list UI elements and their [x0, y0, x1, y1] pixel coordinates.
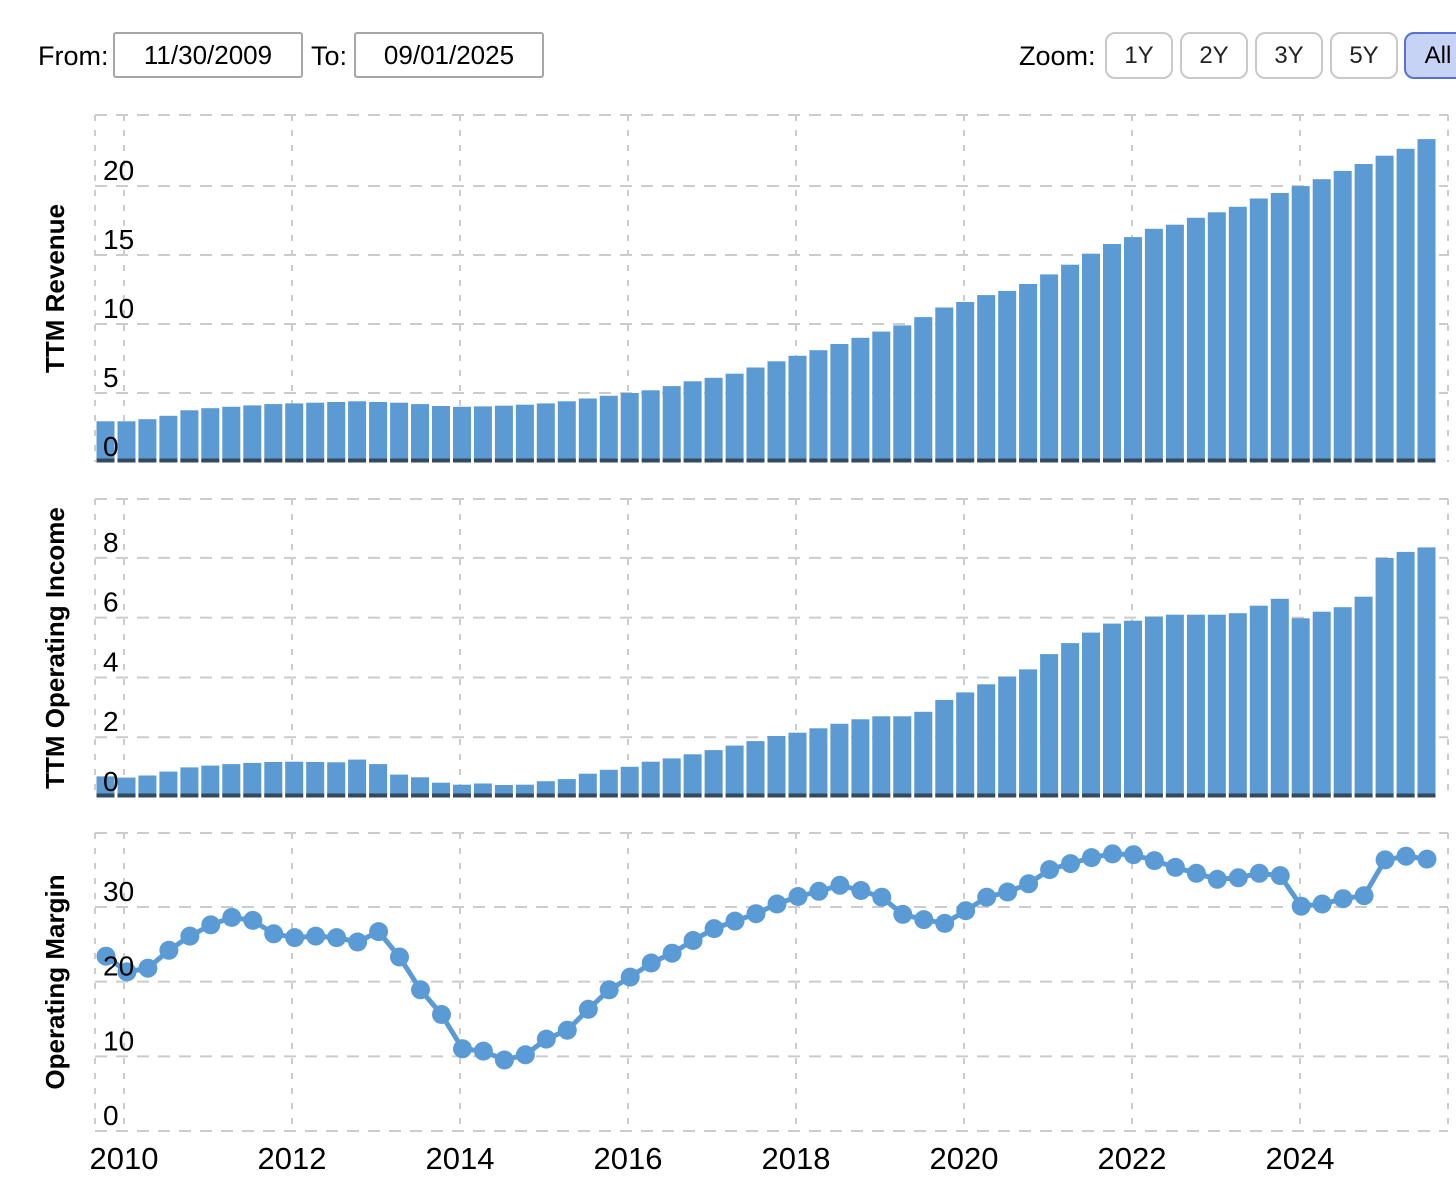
svg-text:10: 10 [103, 1025, 134, 1056]
operating-margin-chart[interactable]: 0 10 20 30 Operating Margin [40, 832, 1449, 1132]
svg-text:2020: 2020 [930, 1141, 999, 1176]
operating-margin-markers [96, 844, 1437, 1070]
ttm-operating-income-axis-title: TTM Operating Income [40, 507, 70, 789]
svg-text:10: 10 [103, 293, 134, 324]
from-date-input[interactable] [113, 32, 303, 78]
svg-text:15: 15 [103, 224, 134, 255]
operating-margin-vertical-gridlines [94, 833, 1449, 1131]
operating-margin-line [104, 851, 1428, 1063]
operating-margin-axis-title: Operating Margin [40, 874, 70, 1089]
svg-text:6: 6 [103, 587, 119, 618]
to-label: To: [311, 41, 348, 71]
svg-text:8: 8 [103, 527, 119, 558]
svg-text:5: 5 [103, 362, 119, 393]
svg-text:0: 0 [103, 431, 119, 462]
ttm-operating-income-vertical-gridlines [94, 499, 1449, 797]
svg-text:2018: 2018 [762, 1141, 831, 1176]
toolbar: From: To: Zoom: 1Y 2Y 3Y 5Y All [0, 0, 1456, 100]
ttm-operating-income-tick-labels: 0 2 4 6 8 [103, 527, 119, 797]
svg-text:30: 30 [103, 876, 134, 907]
svg-text:2014: 2014 [426, 1141, 495, 1176]
ttm-revenue-bars [96, 139, 1436, 463]
x-axis-year-labels: 2010 2012 2014 2016 2018 2020 2022 2024 [90, 1141, 1335, 1176]
svg-text:2016: 2016 [594, 1141, 663, 1176]
svg-text:4: 4 [103, 646, 119, 677]
svg-text:20: 20 [103, 155, 134, 186]
ttm-operating-income-chart[interactable]: 0 2 4 6 8 TTM Operating Income [40, 498, 1449, 798]
ttm-revenue-axis-title: TTM Revenue [40, 204, 70, 373]
ttm-operating-income-baseline [96, 793, 1436, 798]
zoom-2y-button[interactable]: 2Y [1180, 32, 1248, 79]
from-label: From: [38, 41, 109, 71]
svg-text:20: 20 [103, 951, 134, 982]
ttm-revenue-chart[interactable]: 0 5 10 15 20 TTM Revenue [40, 114, 1449, 463]
ttm-revenue-baseline [96, 458, 1436, 463]
zoom-5y-button[interactable]: 5Y [1330, 32, 1398, 79]
svg-text:2012: 2012 [258, 1141, 327, 1176]
zoom-all-button[interactable]: All [1404, 32, 1456, 79]
ttm-revenue-tick-labels: 0 5 10 15 20 [103, 155, 134, 462]
svg-text:0: 0 [103, 1100, 119, 1131]
zoom-3y-button[interactable]: 3Y [1255, 32, 1323, 79]
svg-text:2: 2 [103, 706, 119, 737]
svg-text:0: 0 [103, 766, 119, 797]
operating-margin-tick-labels: 0 10 20 30 [103, 876, 134, 1131]
ttm-operating-income-bars [96, 547, 1436, 797]
zoom-1y-button[interactable]: 1Y [1105, 32, 1173, 79]
to-date-input[interactable] [354, 32, 544, 78]
svg-text:2010: 2010 [90, 1141, 159, 1176]
svg-text:2024: 2024 [1266, 1141, 1335, 1176]
svg-text:2022: 2022 [1098, 1141, 1167, 1176]
zoom-range-label: Zoom: [1019, 41, 1096, 71]
